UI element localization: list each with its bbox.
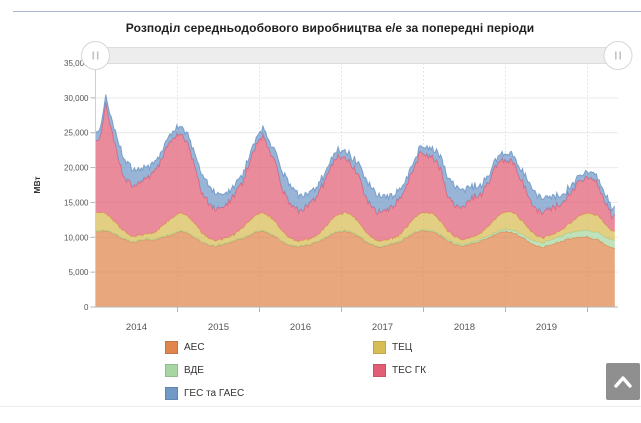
legend-swatch-tec-icon bbox=[373, 341, 386, 354]
x-axis-label: 2017 bbox=[372, 322, 393, 333]
y-axis-label: 35,000 bbox=[64, 59, 89, 68]
legend-swatch-tesgk-icon bbox=[373, 364, 386, 377]
range-slider-left-handle[interactable] bbox=[81, 41, 110, 70]
scroll-to-top-button[interactable] bbox=[606, 363, 640, 400]
chevron-up-icon bbox=[614, 375, 632, 388]
legend-item-tesgk[interactable]: ТЕС ГК bbox=[373, 364, 426, 377]
x-axis-label: 2016 bbox=[290, 322, 311, 333]
legend-label-vde: ВДЕ bbox=[184, 365, 204, 376]
x-axis-label: 2015 bbox=[208, 322, 229, 333]
legend-item-vde[interactable]: ВДЕ bbox=[165, 364, 244, 377]
y-axis-label: 25,000 bbox=[64, 129, 89, 138]
y-axis-label: 0 bbox=[84, 303, 89, 312]
legend-swatch-aes-icon bbox=[165, 341, 178, 354]
legend-label-ges: ГЕС та ГАЕС bbox=[184, 388, 245, 399]
y-axis-label: 20,000 bbox=[64, 164, 89, 173]
y-axis-label: 15,000 bbox=[64, 198, 89, 207]
series-area-1 bbox=[95, 230, 615, 307]
grip-lines-icon bbox=[615, 51, 617, 60]
chart-title: Розподіл середньодобового виробництва е/… bbox=[125, 21, 535, 35]
x-axis-label: 2018 bbox=[454, 322, 475, 333]
legend-label-tesgk: ТЕС ГК bbox=[392, 365, 427, 376]
grip-lines-icon bbox=[619, 51, 621, 60]
series-area-5 bbox=[95, 94, 615, 219]
legend-label-aes: АЕС bbox=[184, 342, 205, 353]
y-axis-label: 30,000 bbox=[64, 94, 89, 103]
legend-label-tec: ТЕЦ bbox=[392, 342, 413, 353]
legend-swatch-ges-icon bbox=[165, 387, 178, 400]
y-axis-label: 10,000 bbox=[64, 233, 89, 242]
legend-swatch-vde-icon bbox=[165, 364, 178, 377]
range-slider-track[interactable] bbox=[95, 47, 622, 64]
x-axis-label: 2019 bbox=[536, 322, 557, 333]
legend-item-ges[interactable]: ГЕС та ГАЕС bbox=[165, 387, 244, 400]
legend-item-aes[interactable]: АЕС bbox=[165, 341, 244, 354]
x-axis-label: 2014 bbox=[126, 322, 147, 333]
legend-item-tec[interactable]: ТЕЦ bbox=[373, 341, 426, 354]
legend-column-right: ТЕЦ ТЕС ГК bbox=[373, 341, 426, 387]
y-axis-title: МВт bbox=[32, 176, 42, 193]
range-slider-right-handle[interactable] bbox=[603, 41, 633, 70]
top-divider bbox=[13, 11, 641, 12]
grip-lines-icon bbox=[92, 51, 95, 60]
bottom-divider bbox=[0, 406, 641, 407]
y-axis-label: 5,000 bbox=[68, 268, 89, 277]
grip-lines-icon bbox=[96, 51, 99, 60]
series-edge-5 bbox=[95, 94, 616, 212]
legend-column-left: АЕС ВДЕ ГЕС та ГАЕС bbox=[165, 341, 244, 410]
